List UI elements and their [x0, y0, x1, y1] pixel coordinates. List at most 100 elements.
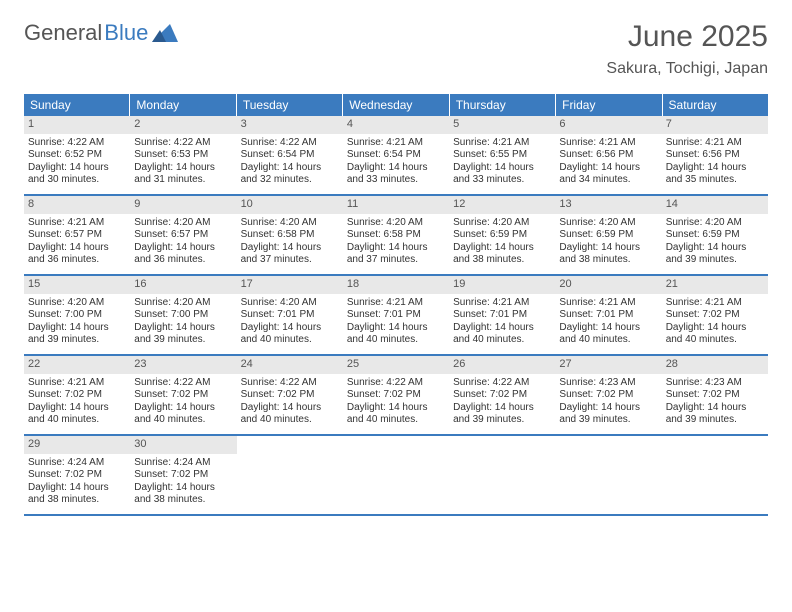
- day-header-mon: Monday: [130, 94, 236, 116]
- day-day2: and 30 minutes.: [28, 174, 126, 187]
- day-body: Sunrise: 4:24 AMSunset: 7:02 PMDaylight:…: [24, 454, 130, 513]
- day-header-row: Sunday Monday Tuesday Wednesday Thursday…: [24, 94, 768, 116]
- day-cell: 7Sunrise: 4:21 AMSunset: 6:56 PMDaylight…: [662, 116, 768, 194]
- day-day2: and 37 minutes.: [241, 254, 339, 267]
- day-sunset: Sunset: 6:55 PM: [453, 149, 551, 162]
- day-body: Sunrise: 4:21 AMSunset: 7:02 PMDaylight:…: [662, 294, 768, 353]
- week-row: 8Sunrise: 4:21 AMSunset: 6:57 PMDaylight…: [24, 196, 768, 276]
- day-day2: and 38 minutes.: [559, 254, 657, 267]
- day-body: Sunrise: 4:20 AMSunset: 6:58 PMDaylight:…: [343, 214, 449, 273]
- day-number: 15: [24, 276, 130, 294]
- day-cell: 30Sunrise: 4:24 AMSunset: 7:02 PMDayligh…: [130, 436, 236, 514]
- day-sunrise: Sunrise: 4:23 AM: [559, 377, 657, 390]
- day-number: 4: [343, 116, 449, 134]
- day-header-wed: Wednesday: [343, 94, 449, 116]
- day-day1: Daylight: 14 hours: [134, 402, 232, 415]
- day-body: Sunrise: 4:21 AMSunset: 7:01 PMDaylight:…: [449, 294, 555, 353]
- day-day1: Daylight: 14 hours: [28, 322, 126, 335]
- day-day2: and 34 minutes.: [559, 174, 657, 187]
- day-day2: and 38 minutes.: [28, 494, 126, 507]
- day-day1: Daylight: 14 hours: [666, 242, 764, 255]
- day-cell: [555, 436, 661, 514]
- month-title: June 2025: [606, 20, 768, 54]
- day-day2: and 35 minutes.: [666, 174, 764, 187]
- day-day1: Daylight: 14 hours: [666, 162, 764, 175]
- day-cell: 10Sunrise: 4:20 AMSunset: 6:58 PMDayligh…: [237, 196, 343, 274]
- day-number: 1: [24, 116, 130, 134]
- day-day2: and 38 minutes.: [134, 494, 232, 507]
- day-body: Sunrise: 4:20 AMSunset: 6:57 PMDaylight:…: [130, 214, 236, 273]
- header: GeneralBlue June 2025 Sakura, Tochigi, J…: [24, 20, 768, 78]
- day-day2: and 40 minutes.: [453, 334, 551, 347]
- day-sunset: Sunset: 7:00 PM: [134, 309, 232, 322]
- day-number: 9: [130, 196, 236, 214]
- day-cell: 27Sunrise: 4:23 AMSunset: 7:02 PMDayligh…: [555, 356, 661, 434]
- day-number: 27: [555, 356, 661, 374]
- day-number: 7: [662, 116, 768, 134]
- day-body: Sunrise: 4:22 AMSunset: 6:52 PMDaylight:…: [24, 134, 130, 193]
- day-day1: Daylight: 14 hours: [559, 322, 657, 335]
- day-sunrise: Sunrise: 4:20 AM: [241, 217, 339, 230]
- day-body: Sunrise: 4:21 AMSunset: 7:02 PMDaylight:…: [24, 374, 130, 433]
- day-cell: [343, 436, 449, 514]
- day-day2: and 36 minutes.: [28, 254, 126, 267]
- day-number: 14: [662, 196, 768, 214]
- day-day2: and 31 minutes.: [134, 174, 232, 187]
- day-sunset: Sunset: 6:59 PM: [666, 229, 764, 242]
- day-day1: Daylight: 14 hours: [347, 242, 445, 255]
- day-day2: and 40 minutes.: [241, 414, 339, 427]
- day-day2: and 36 minutes.: [134, 254, 232, 267]
- day-cell: 4Sunrise: 4:21 AMSunset: 6:54 PMDaylight…: [343, 116, 449, 194]
- day-day2: and 40 minutes.: [559, 334, 657, 347]
- day-sunrise: Sunrise: 4:20 AM: [134, 217, 232, 230]
- day-body: Sunrise: 4:20 AMSunset: 7:00 PMDaylight:…: [24, 294, 130, 353]
- day-sunset: Sunset: 7:02 PM: [134, 469, 232, 482]
- day-sunset: Sunset: 7:02 PM: [28, 389, 126, 402]
- day-cell: 16Sunrise: 4:20 AMSunset: 7:00 PMDayligh…: [130, 276, 236, 354]
- day-cell: 21Sunrise: 4:21 AMSunset: 7:02 PMDayligh…: [662, 276, 768, 354]
- day-cell: 3Sunrise: 4:22 AMSunset: 6:54 PMDaylight…: [237, 116, 343, 194]
- week-row: 1Sunrise: 4:22 AMSunset: 6:52 PMDaylight…: [24, 116, 768, 196]
- day-sunrise: Sunrise: 4:21 AM: [28, 377, 126, 390]
- day-body: Sunrise: 4:21 AMSunset: 6:55 PMDaylight:…: [449, 134, 555, 193]
- day-body: Sunrise: 4:20 AMSunset: 6:58 PMDaylight:…: [237, 214, 343, 273]
- day-cell: 15Sunrise: 4:20 AMSunset: 7:00 PMDayligh…: [24, 276, 130, 354]
- day-sunrise: Sunrise: 4:22 AM: [134, 377, 232, 390]
- day-sunset: Sunset: 7:01 PM: [453, 309, 551, 322]
- day-body: Sunrise: 4:21 AMSunset: 6:54 PMDaylight:…: [343, 134, 449, 193]
- day-day2: and 33 minutes.: [347, 174, 445, 187]
- day-cell: 14Sunrise: 4:20 AMSunset: 6:59 PMDayligh…: [662, 196, 768, 274]
- day-body: Sunrise: 4:21 AMSunset: 7:01 PMDaylight:…: [343, 294, 449, 353]
- day-sunrise: Sunrise: 4:21 AM: [28, 217, 126, 230]
- day-body: Sunrise: 4:24 AMSunset: 7:02 PMDaylight:…: [130, 454, 236, 513]
- day-number: 2: [130, 116, 236, 134]
- day-body: Sunrise: 4:21 AMSunset: 6:56 PMDaylight:…: [555, 134, 661, 193]
- day-number: 30: [130, 436, 236, 454]
- day-sunrise: Sunrise: 4:21 AM: [666, 137, 764, 150]
- day-body: Sunrise: 4:20 AMSunset: 7:00 PMDaylight:…: [130, 294, 236, 353]
- day-day1: Daylight: 14 hours: [666, 322, 764, 335]
- day-cell: 26Sunrise: 4:22 AMSunset: 7:02 PMDayligh…: [449, 356, 555, 434]
- day-cell: 11Sunrise: 4:20 AMSunset: 6:58 PMDayligh…: [343, 196, 449, 274]
- day-sunset: Sunset: 6:52 PM: [28, 149, 126, 162]
- day-cell: 8Sunrise: 4:21 AMSunset: 6:57 PMDaylight…: [24, 196, 130, 274]
- week-row: 22Sunrise: 4:21 AMSunset: 7:02 PMDayligh…: [24, 356, 768, 436]
- day-cell: 19Sunrise: 4:21 AMSunset: 7:01 PMDayligh…: [449, 276, 555, 354]
- day-sunset: Sunset: 7:00 PM: [28, 309, 126, 322]
- day-day1: Daylight: 14 hours: [453, 242, 551, 255]
- day-body: Sunrise: 4:21 AMSunset: 6:56 PMDaylight:…: [662, 134, 768, 193]
- day-day1: Daylight: 14 hours: [347, 162, 445, 175]
- day-number: 21: [662, 276, 768, 294]
- day-day2: and 39 minutes.: [28, 334, 126, 347]
- day-number: 22: [24, 356, 130, 374]
- day-cell: 23Sunrise: 4:22 AMSunset: 7:02 PMDayligh…: [130, 356, 236, 434]
- day-day2: and 40 minutes.: [347, 414, 445, 427]
- day-body: Sunrise: 4:23 AMSunset: 7:02 PMDaylight:…: [662, 374, 768, 433]
- day-cell: 25Sunrise: 4:22 AMSunset: 7:02 PMDayligh…: [343, 356, 449, 434]
- day-sunset: Sunset: 7:02 PM: [134, 389, 232, 402]
- day-sunset: Sunset: 6:58 PM: [241, 229, 339, 242]
- day-day1: Daylight: 14 hours: [241, 322, 339, 335]
- day-header-sun: Sunday: [24, 94, 130, 116]
- day-sunset: Sunset: 7:02 PM: [666, 309, 764, 322]
- day-sunset: Sunset: 7:01 PM: [241, 309, 339, 322]
